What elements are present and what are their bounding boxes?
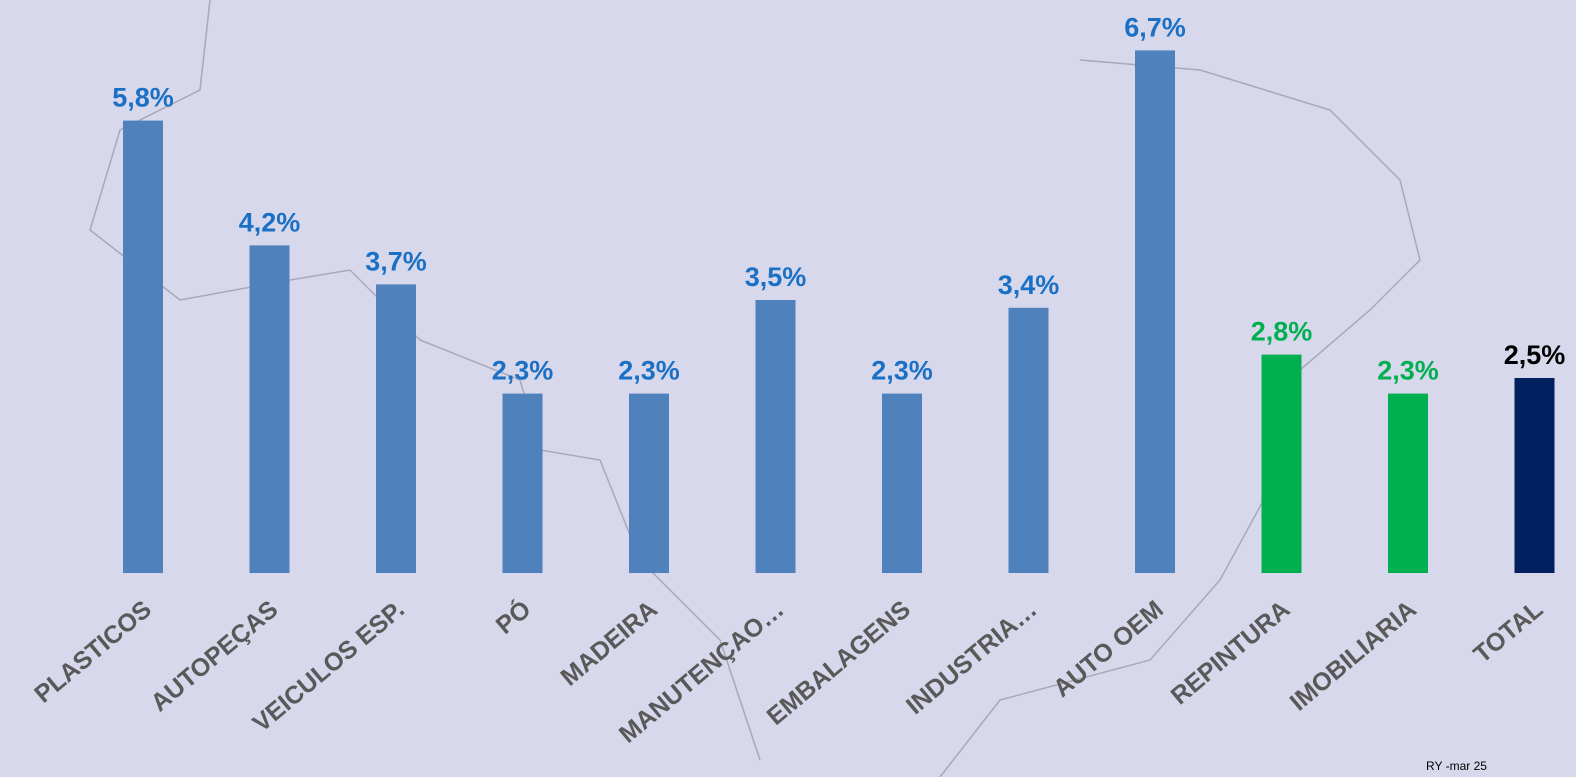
value-label: 2,3% bbox=[1377, 356, 1439, 386]
bar bbox=[376, 284, 416, 573]
bar bbox=[629, 393, 669, 573]
footnote: RY -mar 25 bbox=[1426, 759, 1487, 773]
bar bbox=[249, 245, 290, 573]
bar bbox=[1388, 393, 1428, 573]
bar bbox=[1514, 378, 1555, 573]
value-label: 2,8% bbox=[1251, 317, 1313, 347]
value-label: 2,3% bbox=[618, 356, 680, 386]
value-label: 2,3% bbox=[871, 356, 933, 386]
bar bbox=[1008, 307, 1049, 573]
bar bbox=[755, 300, 796, 573]
value-label: 3,5% bbox=[745, 262, 807, 292]
value-label: 6,7% bbox=[1124, 12, 1186, 42]
value-label: 3,7% bbox=[365, 246, 427, 276]
value-label: 2,5% bbox=[1504, 340, 1566, 370]
value-label: 3,4% bbox=[998, 270, 1060, 300]
value-label: 5,8% bbox=[112, 83, 174, 113]
bar bbox=[882, 393, 922, 573]
value-label: 4,2% bbox=[239, 207, 301, 237]
bar bbox=[1135, 50, 1175, 573]
bar bbox=[123, 120, 163, 573]
bar bbox=[1261, 354, 1302, 573]
bar bbox=[502, 393, 543, 573]
value-label: 2,3% bbox=[492, 356, 554, 386]
